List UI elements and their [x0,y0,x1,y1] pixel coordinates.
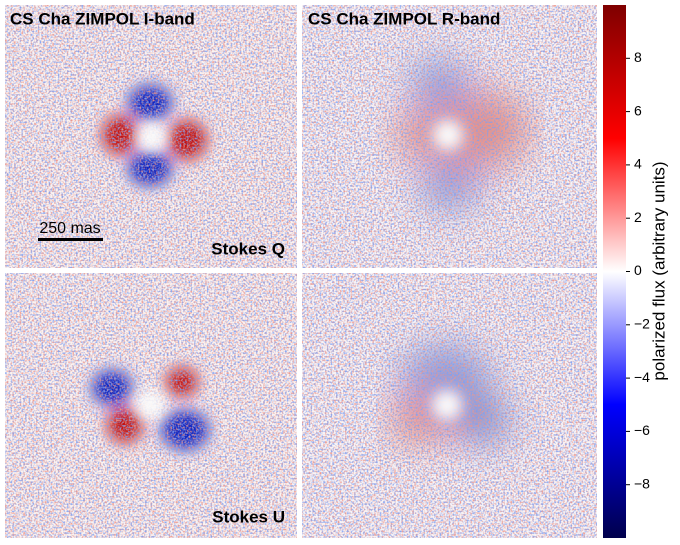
colorbar-tick-label: 2 [634,209,642,225]
panel-label: Stokes U [212,507,285,526]
coronagraph-mask [135,120,463,420]
panel-title: CS Cha ZIMPOL R-band [308,9,500,28]
panels [5,5,597,538]
colorbar-tick-label: −6 [634,422,650,438]
colorbar-tick-label: 4 [634,156,642,172]
colorbar-tick-label: −8 [634,475,650,491]
colorbar-tick-label: 8 [634,49,642,65]
colorbar-label: polarized flux (arbitrary units) [649,161,668,380]
colorbar [603,5,626,538]
colorbar-tick-label: −2 [634,316,650,332]
colorbar-tick-label: −4 [634,369,650,385]
scale-bar-label: 250 mas [39,220,100,237]
colorbar-tick-label: 6 [634,102,642,118]
colorbar-tick-label: 0 [634,262,642,278]
panel-label: Stokes Q [211,239,285,258]
scale-bar [38,238,103,241]
panel-title: CS Cha ZIMPOL I-band [10,9,195,28]
